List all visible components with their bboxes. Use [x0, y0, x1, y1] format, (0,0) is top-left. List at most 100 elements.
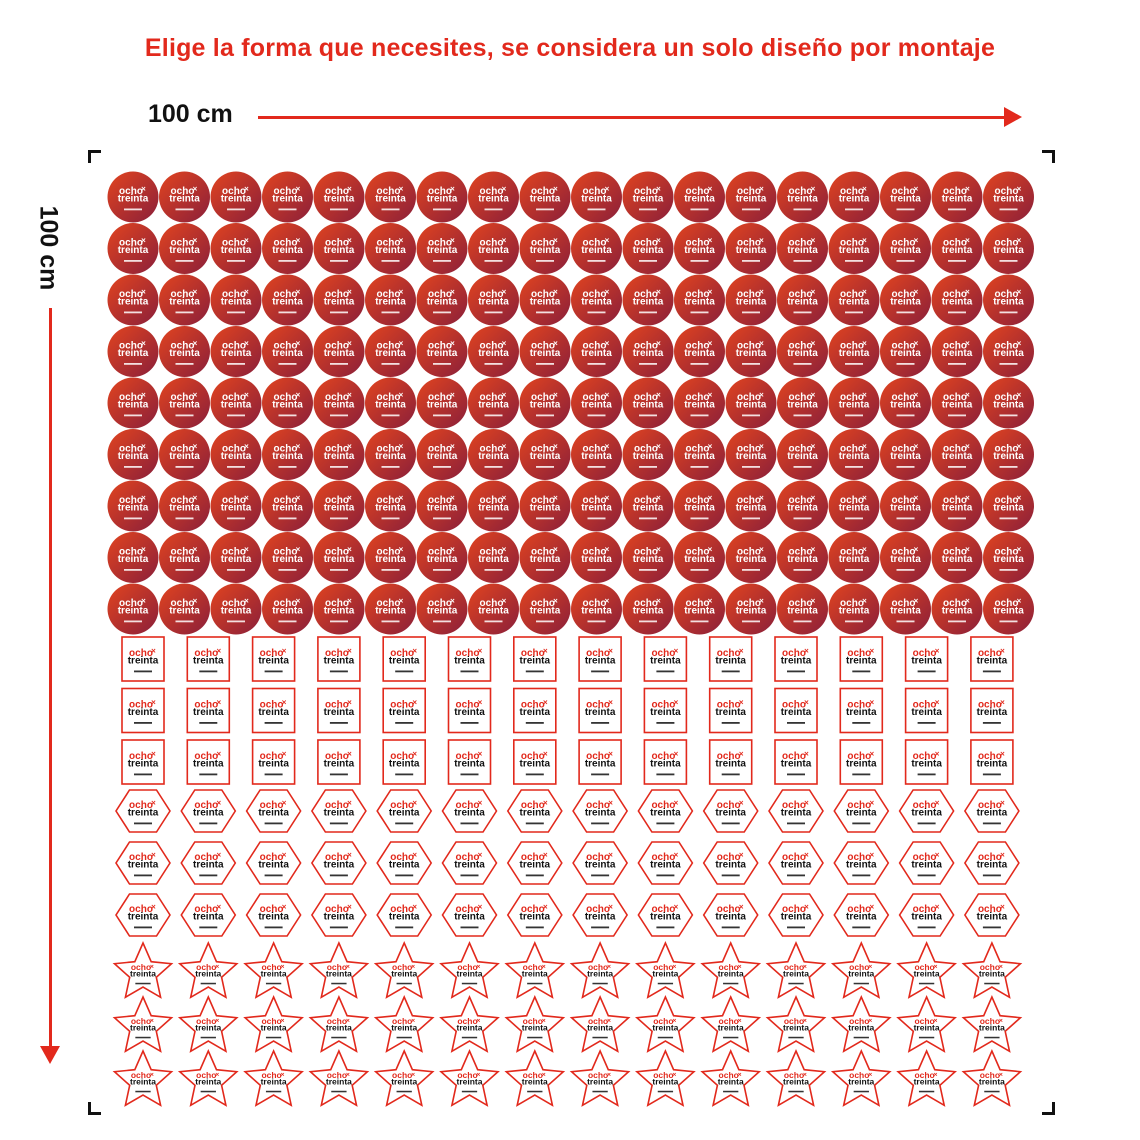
- sticker-brand-line1: ocho: [653, 1070, 673, 1080]
- sticker-brand-line2: treinta: [650, 912, 681, 923]
- sticker-tagline: [175, 466, 194, 468]
- sticker-brand-line2: treinta: [911, 860, 942, 871]
- sticker-brand-line2: treinta: [633, 297, 664, 308]
- sticker-brand-line1: ocho: [782, 700, 806, 711]
- sticker-brand-line1: ocho: [634, 444, 658, 455]
- sticker-brand-line2: treinta: [454, 912, 485, 923]
- sticker-brand-line1: ocho: [325, 392, 349, 403]
- circle-sticker-shape: [983, 326, 1034, 377]
- sticker-mark: ×: [296, 545, 301, 554]
- sticker-brand-line1: ocho: [480, 186, 504, 197]
- sticker-brand-line1: ocho: [260, 751, 284, 762]
- sticker-tagline: [845, 466, 863, 468]
- sticker-brand-line2: treinta: [977, 707, 1008, 718]
- circle-sticker-shape: [210, 480, 262, 532]
- sticker-brand-line2: treinta: [128, 759, 159, 770]
- sticker-mark: ×: [605, 545, 610, 554]
- sticker-tagline: [787, 874, 805, 877]
- sticker-brand-line1: ocho: [913, 904, 937, 915]
- sticker-tagline: [639, 620, 657, 623]
- circle-sticker-shape: [416, 532, 468, 583]
- sticker-tagline: [639, 517, 657, 520]
- sticker-mark: ×: [282, 750, 287, 759]
- sticker-brand-line2: treinta: [478, 245, 509, 256]
- sticker-mark: ×: [502, 442, 507, 451]
- circle-sticker-shape: [880, 532, 931, 583]
- sticker-mark: ×: [450, 185, 455, 194]
- sticker-tagline: [639, 569, 657, 571]
- square-sticker-shape: [121, 687, 165, 734]
- sticker-mark: ×: [244, 545, 249, 554]
- sticker-brand-line2: treinta: [478, 194, 509, 205]
- sticker-tagline: [896, 414, 915, 417]
- sticker-brand-line1: ocho: [686, 341, 710, 352]
- sticker-brand-line2: treinta: [581, 297, 612, 308]
- sticker-brand-line1: ocho: [377, 495, 401, 506]
- sticker-tagline: [278, 466, 297, 468]
- square-sticker-shape: [251, 636, 296, 682]
- sticker-mark: ×: [412, 799, 417, 808]
- sticker-brand-line1: ocho: [390, 700, 414, 711]
- headline: Elige la forma que necesites, se conside…: [144, 34, 996, 62]
- sticker-brand-line2: treinta: [942, 297, 973, 308]
- sticker-brand-line1: ocho: [995, 392, 1019, 403]
- sticker-brand-line2: treinta: [118, 348, 149, 359]
- sticker-tagline: [896, 208, 915, 211]
- sticker-mark: ×: [914, 339, 919, 348]
- circle-sticker-shape: [519, 274, 571, 326]
- sticker-mark: ×: [478, 851, 483, 860]
- sticker-brand-line2: treinta: [389, 656, 420, 667]
- sticker-mark: ×: [1017, 236, 1022, 245]
- sticker-mark: ×: [476, 1017, 480, 1024]
- circle-sticker-shape: [210, 326, 262, 377]
- sticker-brand-line2: treinta: [581, 245, 612, 256]
- sticker-tagline: [787, 926, 805, 929]
- star-sticker-shape: [961, 995, 1023, 1053]
- circle-sticker-shape: [983, 532, 1034, 583]
- sticker-mark: ×: [999, 1071, 1003, 1078]
- sticker-tagline: [982, 822, 1001, 825]
- sticker-brand-line2: treinta: [221, 606, 252, 617]
- sticker-tagline: [917, 670, 936, 673]
- sticker-mark: ×: [553, 236, 558, 245]
- sticker-brand-line1: ocho: [274, 598, 298, 609]
- sticker-tagline: [690, 569, 709, 571]
- sticker-brand-line2: treinta: [715, 808, 746, 819]
- sticker-brand-line2: treinta: [326, 1076, 352, 1086]
- sticker-tagline: [175, 414, 194, 417]
- sticker-tagline: [536, 311, 554, 314]
- sticker-brand-line2: treinta: [457, 1022, 483, 1032]
- sticker-mark: ×: [346, 1017, 350, 1024]
- circle-sticker-shape: [416, 274, 468, 326]
- sticker-brand-line1: ocho: [840, 238, 864, 249]
- sticker-tagline: [656, 670, 675, 673]
- sticker-brand-line1: ocho: [943, 495, 967, 506]
- sticker-brand-line2: treinta: [652, 968, 678, 978]
- sticker-brand-line2: treinta: [993, 554, 1024, 565]
- sticker-mark: ×: [478, 903, 483, 912]
- sticker-tagline: [656, 773, 675, 776]
- sticker-tagline: [135, 1036, 151, 1039]
- sticker-mark: ×: [811, 597, 816, 606]
- sticker-brand-line2: treinta: [787, 606, 818, 617]
- sticker-mark: ×: [399, 339, 404, 348]
- sticker-mark: ×: [708, 339, 713, 348]
- sticker-tagline: [984, 982, 1000, 985]
- sticker-tagline: [852, 722, 871, 724]
- sticker-brand-line1: ocho: [782, 751, 806, 762]
- sticker-brand-line1: ocho: [653, 1016, 673, 1026]
